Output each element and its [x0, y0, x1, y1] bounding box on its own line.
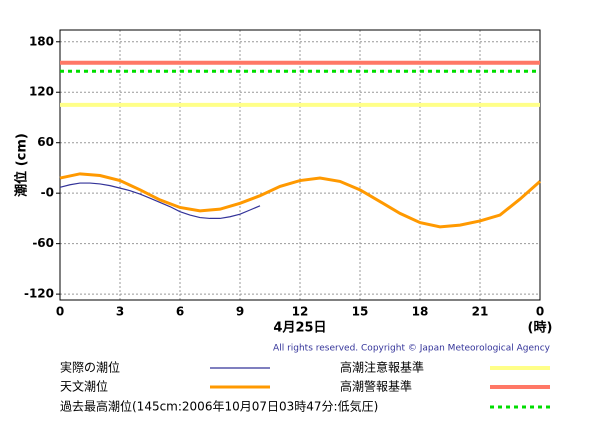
series-line [59, 172, 541, 229]
y-tick-label: 120 [29, 85, 54, 99]
x-tick-label: 0 [536, 305, 544, 319]
x-tick-label: 21 [472, 305, 489, 319]
y-tick-label: -60 [32, 236, 54, 250]
x-tick-label: 12 [292, 305, 309, 319]
y-axis-label: 潮位 (cm) [14, 133, 30, 197]
x-tick-label: 0 [56, 305, 64, 319]
x-tick-label: 3 [116, 305, 124, 319]
copyright: All rights reserved. Copyright © Japan M… [273, 344, 551, 354]
legend-label: 高潮警報基準 [340, 379, 412, 394]
x-axis-label: 4月25日 [273, 321, 326, 336]
y-tick-label: 180 [29, 34, 54, 48]
x-tick-label: 15 [352, 305, 369, 319]
legend-label: 過去最高潮位(145cm:2006年10月07日03時47分:低気圧) [60, 399, 378, 414]
x-tick-label: 18 [412, 305, 429, 319]
y-tick-label: -0 [41, 186, 54, 200]
plot-border [59, 29, 541, 301]
legend-label: 天文潮位 [60, 379, 108, 394]
x-tick-label: 6 [176, 305, 184, 319]
x-axis-unit: (時) [528, 320, 553, 336]
y-tick-label: 60 [37, 135, 54, 149]
legend-label: 実際の潮位 [60, 360, 120, 375]
legend-label: 高潮注意報基準 [340, 360, 424, 375]
y-tick-label: -120 [24, 287, 54, 301]
series-line [59, 182, 261, 220]
x-tick-label: 9 [236, 305, 244, 319]
